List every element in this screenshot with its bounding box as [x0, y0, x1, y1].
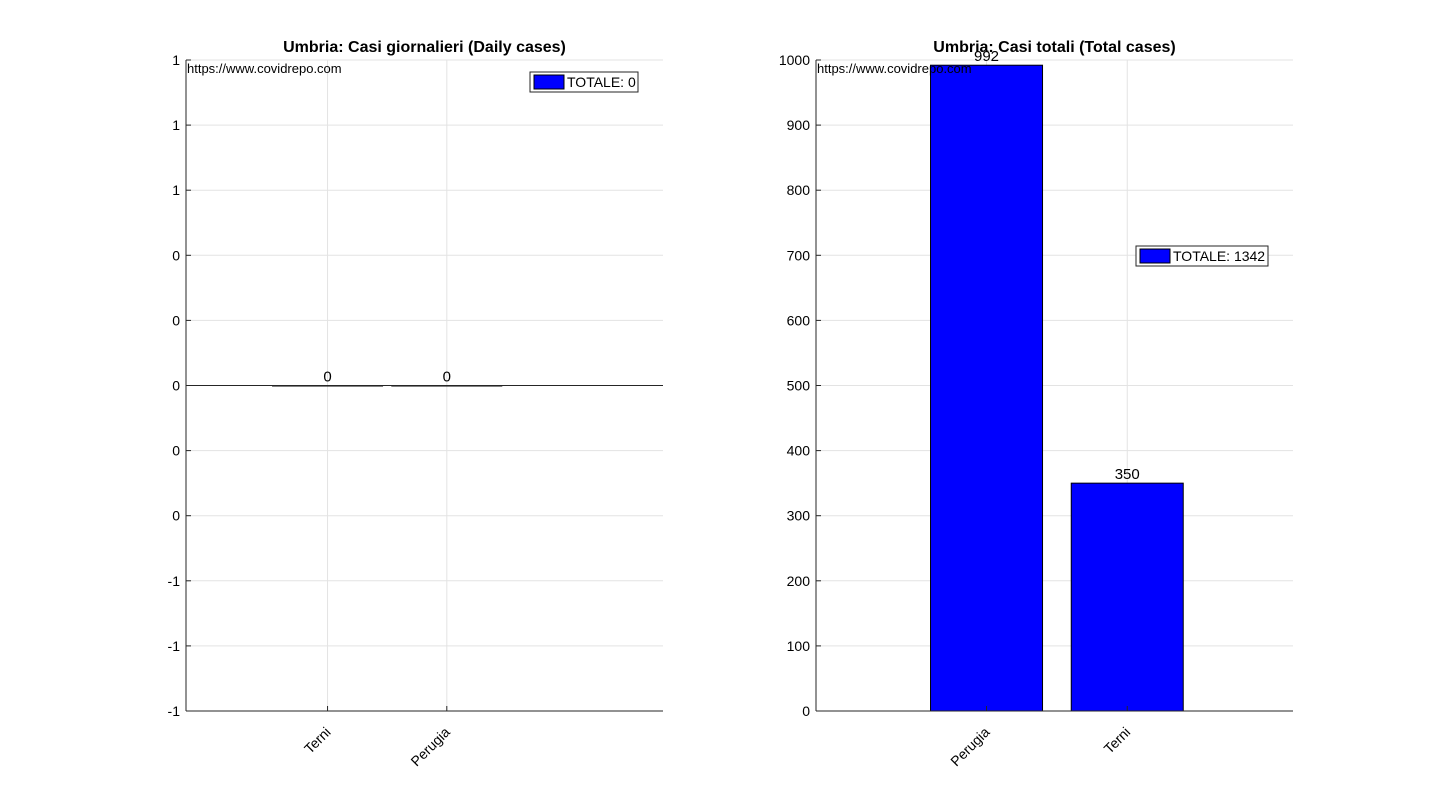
y-tick-label: 0: [172, 443, 180, 459]
y-tick-label: -1: [168, 573, 181, 589]
legend-label: TOTALE: 0: [567, 74, 636, 90]
y-tick-label: 0: [802, 703, 810, 719]
x-tick-label: Terni: [301, 724, 334, 757]
legend-swatch: [1139, 248, 1171, 264]
watermark-text: https://www.covidrepo.com: [187, 61, 342, 76]
legend-swatch: [533, 74, 565, 90]
x-tick-label: Perugia: [407, 724, 453, 770]
y-tick-label: 600: [787, 312, 811, 328]
y-tick-label: 0: [172, 312, 180, 328]
y-tick-label: 0: [172, 508, 180, 524]
bar-terni: [1070, 482, 1184, 712]
y-tick-label: 0: [172, 378, 180, 394]
y-tick-label: 1: [172, 52, 180, 68]
y-tick-label: 200: [787, 573, 811, 589]
data-label: 992: [974, 48, 999, 65]
y-tick-label: 900: [787, 117, 811, 133]
chart-title: Umbria: Casi totali (Total cases): [933, 39, 1175, 56]
y-tick-label: 100: [787, 638, 811, 654]
y-tick-label: 700: [787, 247, 811, 263]
y-tick-label: -1: [168, 703, 181, 719]
y-tick-label: 400: [787, 443, 811, 459]
y-tick-label: 0: [172, 247, 180, 263]
y-tick-label: 1: [172, 182, 180, 198]
chart-title: Umbria: Casi giornalieri (Daily cases): [283, 39, 566, 56]
data-label: 0: [323, 369, 331, 386]
data-label: 0: [443, 369, 451, 386]
y-tick-label: 1: [172, 117, 180, 133]
y-tick-label: 500: [787, 378, 811, 394]
y-tick-label: 800: [787, 182, 811, 198]
x-tick-label: Terni: [1101, 724, 1134, 757]
y-tick-label: 300: [787, 508, 811, 524]
x-tick-label: Perugia: [947, 724, 993, 770]
data-label: 350: [1115, 466, 1140, 483]
y-tick-label: -1: [168, 638, 181, 654]
chart-panel-2: 0 100 200 300 400 500 600 700 800 900 1000 Perugia T…: [779, 39, 1293, 769]
legend: TOTALE: 1342: [1135, 245, 1269, 267]
watermark-text: https://www.covidrepo.com: [817, 61, 972, 76]
bar-perugia: [930, 64, 1044, 712]
legend-label: TOTALE: 1342: [1173, 248, 1265, 264]
y-tick-label: 1000: [779, 52, 810, 68]
chart-panel-1: -1 -1 -1 0 0 0 0 0 1 1 1 Terni Perugia 0 0 Umbria: Casi…: [168, 39, 663, 769]
legend: TOTALE: 0: [529, 71, 639, 93]
